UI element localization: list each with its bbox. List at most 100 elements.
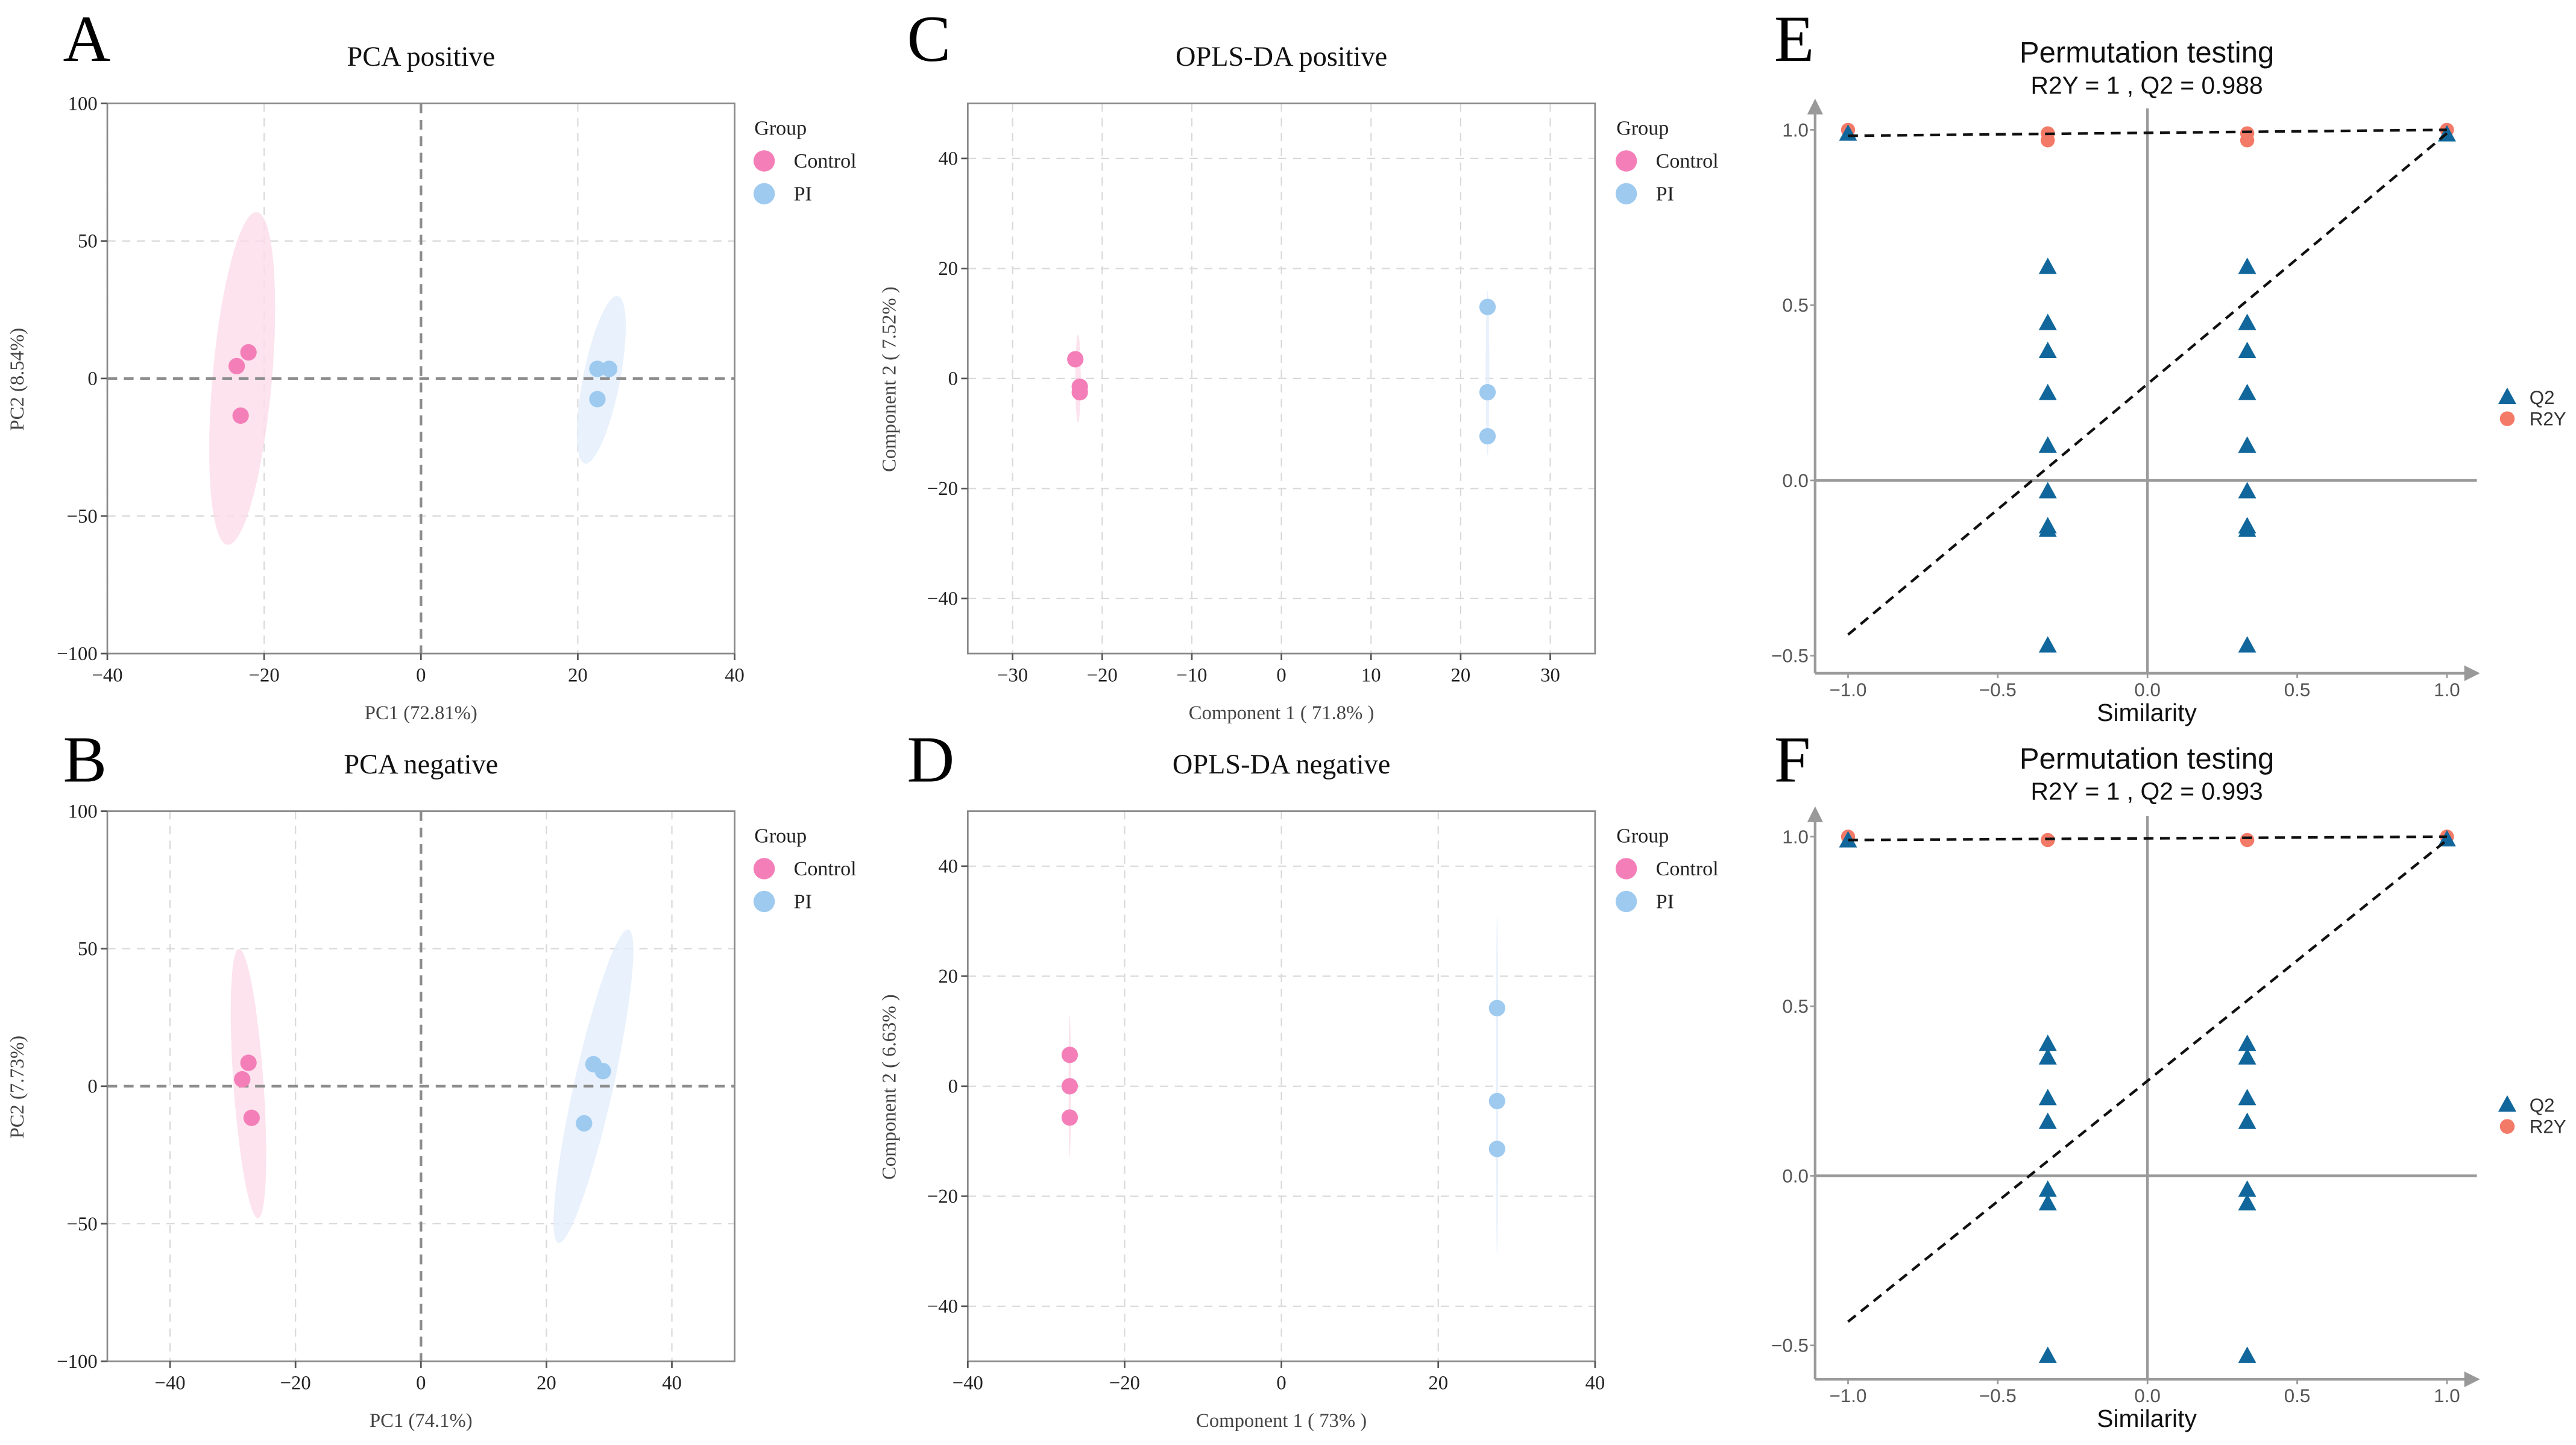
y-tick-label: −100 <box>57 643 97 665</box>
data-point-q2 <box>2038 1180 2057 1197</box>
y-tick-label: −20 <box>927 478 958 500</box>
x-tick-label: 20 <box>537 1372 556 1394</box>
data-point-q2 <box>2238 636 2256 653</box>
y-tick-label: 1.0 <box>1782 119 1809 140</box>
legend-marker-pi <box>753 890 775 913</box>
legend-label-r2y: R2Y <box>2530 1116 2566 1137</box>
x-tick-label: 40 <box>725 664 745 686</box>
data-point-control <box>1061 1078 1079 1095</box>
x-tick-label: 30 <box>1540 664 1560 686</box>
panel-title: OPLS-DA positive <box>1176 42 1387 72</box>
panel-title: PCA positive <box>347 42 495 72</box>
panel-letter: F <box>1774 723 1811 796</box>
legend-title: Group <box>754 825 807 847</box>
x-tick-label: 40 <box>662 1372 682 1394</box>
regression-line-q2 <box>1847 839 2448 1323</box>
data-point-q2 <box>2038 1048 2057 1065</box>
x-tick-label: −20 <box>249 664 280 686</box>
legend: Q2 R2Y <box>2498 1095 2566 1137</box>
x-axis-label: PC1 (74.1%) <box>370 1410 473 1432</box>
data-point-control <box>240 344 257 361</box>
panel-title: Permutation testing <box>2020 37 2274 69</box>
data-point-q2 <box>2238 1034 2256 1051</box>
y-axis-label: Component 2 ( 7.52% ) <box>878 286 900 472</box>
legend: Group Control PI <box>1615 825 1719 913</box>
x-tick-label: −0.5 <box>1979 1385 2017 1406</box>
data-point-q2 <box>2038 341 2057 359</box>
y-tick-label: 40 <box>938 856 958 878</box>
x-tick-label: −20 <box>280 1372 311 1394</box>
legend: Group Control PI <box>753 117 857 205</box>
legend-label-control: Control <box>794 858 857 880</box>
legend: Group Control PI <box>753 825 857 913</box>
y-tick-label: −50 <box>67 1214 98 1235</box>
legend-marker-pi <box>753 183 775 205</box>
data-point-pi <box>589 360 606 377</box>
y-tick-label: 0 <box>87 368 97 390</box>
x-tick-label: 1.0 <box>2434 679 2460 700</box>
data-point-pi <box>1479 384 1496 401</box>
panel-d: D OPLS-DA negative −40 −20 0 20 40 −40 −20 0 20 4… <box>878 723 1718 1432</box>
y-tick-label: 0 <box>948 368 958 390</box>
legend-marker-q2 <box>2498 387 2516 405</box>
y-tick-label: 50 <box>78 231 98 253</box>
x-tick-label: 20 <box>1428 1372 1448 1394</box>
y-tick-label: 0.0 <box>1782 1165 1809 1186</box>
x-tick-label: 0.5 <box>2284 679 2311 700</box>
data-point-q2 <box>2238 1194 2256 1210</box>
y-tick-label: −50 <box>67 506 98 527</box>
y-axis-label: PC2 (8.54%) <box>7 328 28 431</box>
x-tick-label: 0 <box>1276 1372 1286 1394</box>
legend-marker-control <box>1615 858 1637 880</box>
y-tick-label: 20 <box>938 258 958 280</box>
data-point-control <box>1061 1047 1079 1063</box>
x-tick-label: −30 <box>997 664 1028 686</box>
data-point-q2 <box>2238 313 2256 330</box>
x-tick-label: 0 <box>1276 664 1286 686</box>
x-tick-label: 0.0 <box>2134 1385 2161 1406</box>
y-tick-label: 0.5 <box>1782 295 1809 316</box>
panel-letter: E <box>1774 2 1815 75</box>
plot-area: −30 −20 −10 0 10 20 30 −40 −20 0 20 40 <box>927 102 1596 686</box>
x-tick-label: −1.0 <box>1830 679 1867 700</box>
y-tick-label: 0.0 <box>1782 470 1809 491</box>
panel-subtitle: R2Y = 1 , Q2 = 0.993 <box>2030 778 2263 805</box>
data-point-control <box>1067 351 1084 368</box>
x-tick-label: 0 <box>416 664 426 686</box>
legend-title: Group <box>1616 117 1669 139</box>
x-tick-label: −40 <box>953 1372 983 1394</box>
x-tick-label: −1.0 <box>1830 1385 1867 1406</box>
data-point-q2 <box>2038 520 2057 537</box>
regression-line-r2y <box>1848 835 2447 842</box>
legend-label-pi: PI <box>1656 890 1674 913</box>
y-tick-label: 1.0 <box>1782 826 1809 848</box>
x-tick-label: −40 <box>92 664 122 686</box>
data-point-control <box>240 1054 257 1071</box>
data-point-control <box>1061 1109 1079 1126</box>
legend-label-pi: PI <box>794 183 812 205</box>
confidence-ellipse-pi <box>553 929 634 1243</box>
legend-title: Group <box>1616 825 1669 847</box>
data-point-control <box>232 407 249 424</box>
x-axis-label: Component 1 ( 71.8% ) <box>1189 702 1375 724</box>
panel-subtitle: R2Y = 1 , Q2 = 0.988 <box>2030 71 2263 99</box>
regression-line-r2y <box>1848 128 2447 137</box>
y-tick-label: 50 <box>78 939 98 960</box>
legend: Group Control PI <box>1615 117 1719 205</box>
x-tick-label: −10 <box>1176 664 1207 686</box>
y-axis-label: Component 2 ( 6.63% ) <box>878 994 900 1180</box>
data-point-q2 <box>2038 1346 2057 1363</box>
plot-area: −1.0 −0.5 0.0 0.5 1.0 −0.5 0.0 0.5 1.0 <box>1771 98 2480 700</box>
data-point-q2 <box>2038 313 2057 330</box>
legend-marker-control <box>1615 150 1637 172</box>
data-point-q2 <box>2038 1089 2057 1106</box>
y-tick-label: 40 <box>938 148 958 170</box>
data-point-q2 <box>2238 1112 2256 1129</box>
data-point-r2y <box>2240 126 2255 140</box>
legend: Q2 R2Y <box>2498 387 2566 429</box>
y-axis-label: PC2 (7.73%) <box>7 1036 28 1139</box>
data-point-q2 <box>2238 482 2256 499</box>
panel-f: F Permutation testing R2Y = 1 , Q2 = 0.9… <box>1771 723 2566 1432</box>
confidence-ellipse-control <box>1075 334 1081 423</box>
y-tick-label: 0 <box>948 1076 958 1098</box>
